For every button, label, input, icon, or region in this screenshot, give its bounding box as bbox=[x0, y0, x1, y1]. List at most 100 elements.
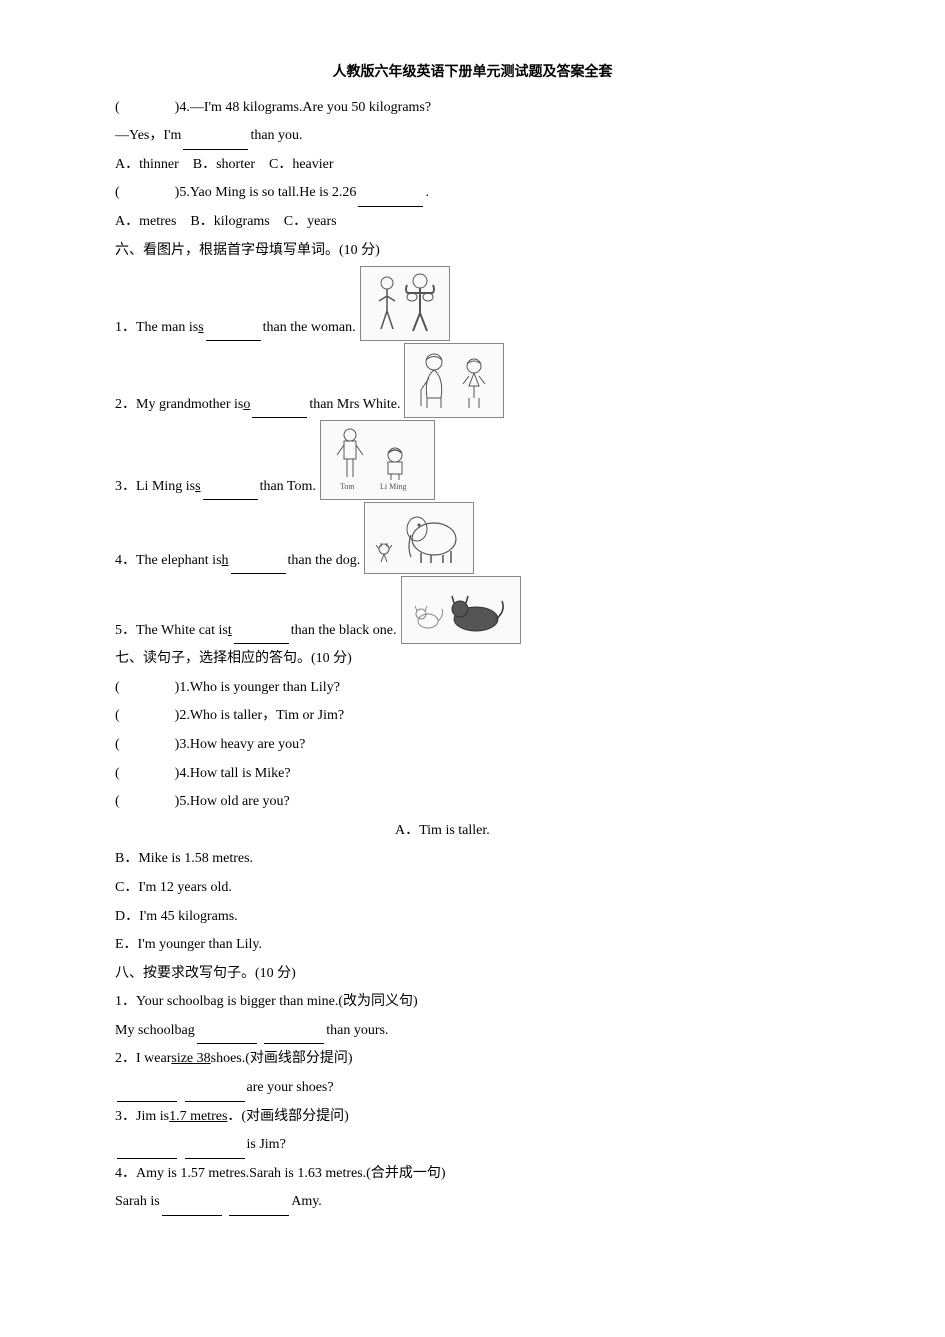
s8-2b: are your shoes? bbox=[115, 1075, 830, 1102]
q5-text: )5.Yao Ming is so tall.He is 2.26 bbox=[175, 180, 357, 207]
s8-2-post: shoes.(对画线部分提问) bbox=[211, 1046, 353, 1073]
s8-2-underline: size 38 bbox=[171, 1046, 210, 1073]
s6-2-letter: o bbox=[243, 392, 250, 419]
grandmother-icon bbox=[409, 348, 499, 413]
s8-3: 3．Jim is 1.7 metres ．(对画线部分提问) bbox=[115, 1104, 830, 1131]
s8-1b-pre: My schoolbag bbox=[115, 1018, 195, 1045]
fill-blank[interactable] bbox=[229, 1199, 289, 1216]
s7-q1: ( )1.Who is younger than Lily? bbox=[115, 675, 830, 702]
fill-blank[interactable] bbox=[162, 1199, 222, 1216]
liming-label: Li Ming bbox=[380, 482, 406, 491]
elephant-dog-icon bbox=[369, 507, 469, 569]
s6-item-4: 4．The elephant is h than the dog. bbox=[115, 502, 830, 574]
image-woman-man bbox=[360, 266, 450, 341]
q4-text: )4.—I'm 48 kilograms.Are you 50 kilogram… bbox=[175, 95, 431, 122]
fill-blank[interactable] bbox=[185, 1085, 245, 1102]
fill-blank[interactable] bbox=[231, 557, 286, 574]
s7-3-text: )3.How heavy are you? bbox=[175, 732, 306, 759]
paren[interactable]: ( bbox=[115, 675, 120, 702]
s7-1-text: )1.Who is younger than Lily? bbox=[175, 675, 340, 702]
question-4-line2: —Yes，I'm than you. bbox=[115, 123, 830, 150]
fill-blank[interactable] bbox=[117, 1085, 177, 1102]
fill-blank[interactable] bbox=[252, 401, 307, 418]
s8-4b-pre: Sarah is bbox=[115, 1189, 160, 1216]
answer-option-c: C．I'm 12 years old. bbox=[115, 875, 830, 902]
page-title: 人教版六年级英语下册单元测试题及答案全套 bbox=[115, 60, 830, 87]
s8-1: 1．Your schoolbag is bigger than mine.(改为… bbox=[115, 989, 830, 1016]
tom-label: Tom bbox=[340, 482, 355, 491]
paren-open[interactable]: ( bbox=[115, 180, 120, 207]
fill-blank[interactable] bbox=[264, 1028, 324, 1045]
s7-2-text: )2.Who is taller，Tim or Jim? bbox=[175, 703, 344, 730]
image-tom-liming: Tom Li Ming bbox=[320, 420, 435, 500]
s8-1b: My schoolbag than yours. bbox=[115, 1018, 830, 1045]
question-5-line1: ( )5.Yao Ming is so tall.He is 2.26 . bbox=[115, 180, 830, 207]
image-grandmother bbox=[404, 343, 504, 418]
s6-item-1: 1．The man is s than the woman. bbox=[115, 266, 830, 341]
s8-1b-post: than yours. bbox=[326, 1018, 388, 1045]
s7-q5: ( )5.How old are you? bbox=[115, 789, 830, 816]
s6-1-letter: s bbox=[198, 315, 203, 342]
s8-3-underline: 1.7 metres bbox=[169, 1104, 227, 1131]
answer-option-d: D．I'm 45 kilograms. bbox=[115, 904, 830, 931]
fill-blank[interactable] bbox=[185, 1142, 245, 1159]
q5-post: . bbox=[425, 180, 429, 207]
s8-4b-post: Amy. bbox=[291, 1189, 322, 1216]
q5-options: A．metres B．kilograms C．years bbox=[115, 209, 830, 236]
q5-opts-text: A．metres B．kilograms C．years bbox=[115, 209, 337, 236]
fill-blank[interactable] bbox=[197, 1028, 257, 1045]
q4-opts-text: A．thinner B．shorter C．heavier bbox=[115, 152, 334, 179]
answer-option-a: A．Tim is taller. bbox=[115, 818, 830, 845]
s8-2-pre: 2．I wear bbox=[115, 1046, 171, 1073]
s6-4-letter: h bbox=[222, 548, 229, 575]
fill-blank[interactable] bbox=[183, 133, 248, 150]
s8-2b-post: are your shoes? bbox=[247, 1075, 334, 1102]
answer-option-b: B．Mike is 1.58 metres. bbox=[115, 846, 830, 873]
s7-4-text: )4.How tall is Mike? bbox=[175, 761, 291, 788]
s6-item-5: 5．The White cat is t than the black one. bbox=[115, 576, 830, 644]
s7-q4: ( )4.How tall is Mike? bbox=[115, 761, 830, 788]
section-6-heading: 六、看图片，根据首字母填写单词。(10 分) bbox=[115, 238, 830, 265]
s6-4-pre: 4．The elephant is bbox=[115, 548, 222, 575]
s6-5-post: than the black one. bbox=[291, 618, 397, 645]
s6-5-letter: t bbox=[228, 618, 232, 645]
paren-open[interactable]: ( bbox=[115, 95, 120, 122]
fill-blank[interactable] bbox=[206, 324, 261, 341]
tom-liming-icon: Tom Li Ming bbox=[325, 425, 430, 495]
q4-line2-post: than you. bbox=[250, 123, 302, 150]
s6-3-letter: s bbox=[195, 474, 200, 501]
s6-2-pre: 2．My grandmother is bbox=[115, 392, 243, 419]
section-7-heading: 七、读句子，选择相应的答句。(10 分) bbox=[115, 646, 830, 673]
s7-5-text: )5.How old are you? bbox=[175, 789, 290, 816]
cats-icon bbox=[406, 581, 516, 639]
question-4-line1: ( )4.—I'm 48 kilograms.Are you 50 kilogr… bbox=[115, 95, 830, 122]
fill-blank[interactable] bbox=[234, 627, 289, 644]
s6-item-2: 2．My grandmother is o than Mrs White. bbox=[115, 343, 830, 418]
s8-3-pre: 3．Jim is bbox=[115, 1104, 169, 1131]
s6-1-post: than the woman. bbox=[263, 315, 356, 342]
s7-q2: ( )2.Who is taller，Tim or Jim? bbox=[115, 703, 830, 730]
s6-item-3: 3．Li Ming is s than Tom. Tom Li Ming bbox=[115, 420, 830, 500]
q4-options: A．thinner B．shorter C．heavier bbox=[115, 152, 830, 179]
s6-5-pre: 5．The White cat is bbox=[115, 618, 228, 645]
s8-3b-post: is Jim? bbox=[247, 1132, 286, 1159]
paren[interactable]: ( bbox=[115, 732, 120, 759]
s6-3-pre: 3．Li Ming is bbox=[115, 474, 195, 501]
s6-1-pre: 1．The man is bbox=[115, 315, 198, 342]
paren[interactable]: ( bbox=[115, 789, 120, 816]
s6-2-post: than Mrs White. bbox=[309, 392, 400, 419]
s7-q3: ( )3.How heavy are you? bbox=[115, 732, 830, 759]
fill-blank[interactable] bbox=[358, 190, 423, 207]
fill-blank[interactable] bbox=[203, 483, 258, 500]
s8-4: 4．Amy is 1.57 metres.Sarah is 1.63 metre… bbox=[115, 1161, 830, 1188]
paren[interactable]: ( bbox=[115, 761, 120, 788]
s8-3-post: ．(对画线部分提问) bbox=[227, 1104, 348, 1131]
s6-3-post: than Tom. bbox=[260, 474, 316, 501]
s8-4b: Sarah is Amy. bbox=[115, 1189, 830, 1216]
paren[interactable]: ( bbox=[115, 703, 120, 730]
section-8-heading: 八、按要求改写句子。(10 分) bbox=[115, 961, 830, 988]
s8-2: 2．I wear size 38 shoes.(对画线部分提问) bbox=[115, 1046, 830, 1073]
s8-3b: is Jim? bbox=[115, 1132, 830, 1159]
woman-man-icon bbox=[365, 271, 445, 336]
fill-blank[interactable] bbox=[117, 1142, 177, 1159]
